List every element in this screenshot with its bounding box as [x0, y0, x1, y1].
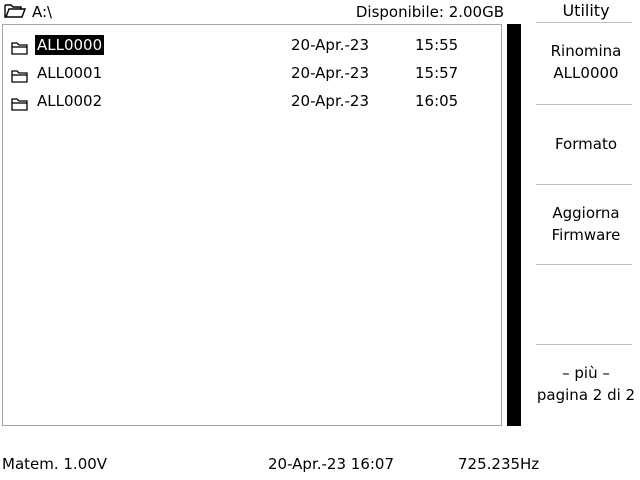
menu-divider	[536, 264, 632, 265]
page-indicator: pagina 2 di 2	[536, 386, 636, 404]
folder-icon	[11, 94, 29, 118]
update-label: Aggiorna	[552, 204, 620, 222]
menu-divider	[536, 104, 632, 105]
path-label: A:\	[32, 3, 53, 21]
current-path: A:\	[4, 1, 52, 23]
file-time: 16:05	[415, 92, 459, 110]
firmware-label: Firmware	[551, 226, 621, 244]
menu-divider	[536, 22, 632, 23]
more-button[interactable]: – più – pagina 2 di 2	[532, 362, 640, 406]
file-name[interactable]: ALL0000	[35, 35, 105, 55]
rename-button[interactable]: Rinomina ALL0000	[532, 40, 640, 84]
file-time: 15:57	[415, 64, 459, 82]
open-folder-icon	[4, 2, 27, 22]
math-readout: Matem. 1.00V	[2, 455, 108, 473]
folder-icon	[11, 66, 29, 90]
folder-icon	[11, 38, 29, 62]
softkey-menu: Utility Rinomina ALL0000 Formato Aggiorn…	[532, 0, 640, 430]
rename-label: Rinomina	[550, 42, 622, 60]
file-list[interactable]: ALL0000 20-Apr.-23 15:55 ALL0001 20-Apr.…	[2, 24, 502, 426]
file-row[interactable]: ALL0002 20-Apr.-23 16:05	[3, 89, 501, 113]
rename-target: ALL0000	[553, 64, 619, 82]
frequency-readout: 725.235Hz	[458, 455, 540, 473]
format-button[interactable]: Formato	[532, 133, 640, 155]
file-row[interactable]: ALL0001 20-Apr.-23 15:57	[3, 61, 501, 85]
empty-softkey[interactable]	[532, 280, 640, 320]
file-date: 20-Apr.-23	[291, 64, 370, 82]
available-space: Disponibile: 2.00GB	[355, 3, 504, 21]
scrollbar-thumb[interactable]	[507, 24, 521, 426]
file-time: 15:55	[415, 36, 459, 54]
more-label: – più –	[562, 364, 610, 382]
file-date: 20-Apr.-23	[291, 36, 370, 54]
format-label: Formato	[554, 135, 618, 153]
file-row[interactable]: ALL0000 20-Apr.-23 15:55	[3, 33, 501, 57]
file-date: 20-Apr.-23	[291, 92, 370, 110]
menu-title: Utility	[562, 1, 610, 20]
menu-divider	[536, 184, 632, 185]
file-name[interactable]: ALL0002	[37, 92, 103, 110]
update-firmware-button[interactable]: Aggiorna Firmware	[532, 202, 640, 246]
menu-divider	[536, 344, 632, 345]
date-time: 20-Apr.-23 16:07	[268, 455, 395, 473]
file-name[interactable]: ALL0001	[37, 64, 103, 82]
